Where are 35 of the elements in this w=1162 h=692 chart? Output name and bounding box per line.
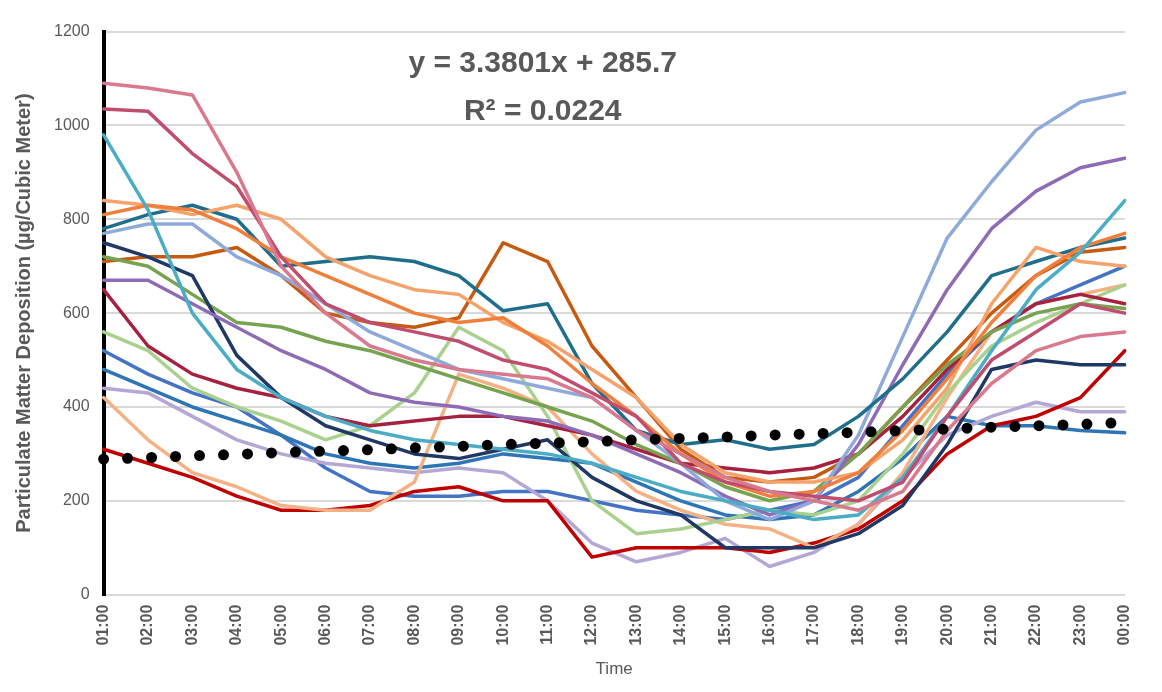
x-tick-label: 05:00 (271, 604, 289, 646)
x-tick-label: 09:00 (449, 604, 467, 646)
x-tick-label: 06:00 (316, 604, 333, 646)
x-tick-label: 04:00 (227, 604, 245, 646)
x-tick-label: 03:00 (182, 604, 200, 646)
x-tick-label: 07:00 (360, 604, 378, 646)
x-tick-label: 18:00 (848, 604, 866, 646)
y-tick-label: 200 (62, 491, 90, 509)
x-tick-label: 16:00 (760, 604, 777, 646)
x-tick-label: 01:00 (94, 604, 111, 646)
x-tick-label: 23:00 (1070, 604, 1088, 646)
x-tick-label: 08:00 (404, 604, 422, 646)
annotation: y = 3.3801x + 285.7 (408, 44, 678, 78)
x-tick-label: 20:00 (937, 604, 955, 646)
annotation: R² = 0.0224 (463, 92, 622, 126)
x-tick-label: 10:00 (493, 604, 511, 646)
x-axis-title: Time (595, 659, 633, 679)
y-tick-label: 600 (62, 303, 90, 321)
x-tick-label: 00:00 (1115, 604, 1133, 646)
x-tick-label: 12:00 (582, 604, 600, 646)
y-tick-label: 800 (62, 209, 90, 227)
x-tick-label: 19:00 (893, 604, 911, 646)
x-tick-label: 22:00 (1026, 604, 1044, 646)
y-tick-label: 1200 (54, 22, 90, 40)
x-tick-label: 21:00 (982, 604, 1000, 646)
x-tick-label: 13:00 (626, 604, 644, 646)
y-axis-title: Particulate Matter Deposition (µg/Cubic Meter) (11, 93, 34, 533)
y-tick-label: 1000 (54, 115, 90, 133)
x-tick-label: 14:00 (671, 604, 689, 646)
x-tick-label: 15:00 (715, 604, 733, 646)
y-tick-label: 400 (62, 397, 90, 415)
y-tick-label: 0 (80, 585, 90, 603)
x-tick-label: 11:00 (538, 604, 555, 645)
x-tick-label: 17:00 (804, 604, 822, 646)
x-tick-label: 02:00 (138, 604, 156, 646)
